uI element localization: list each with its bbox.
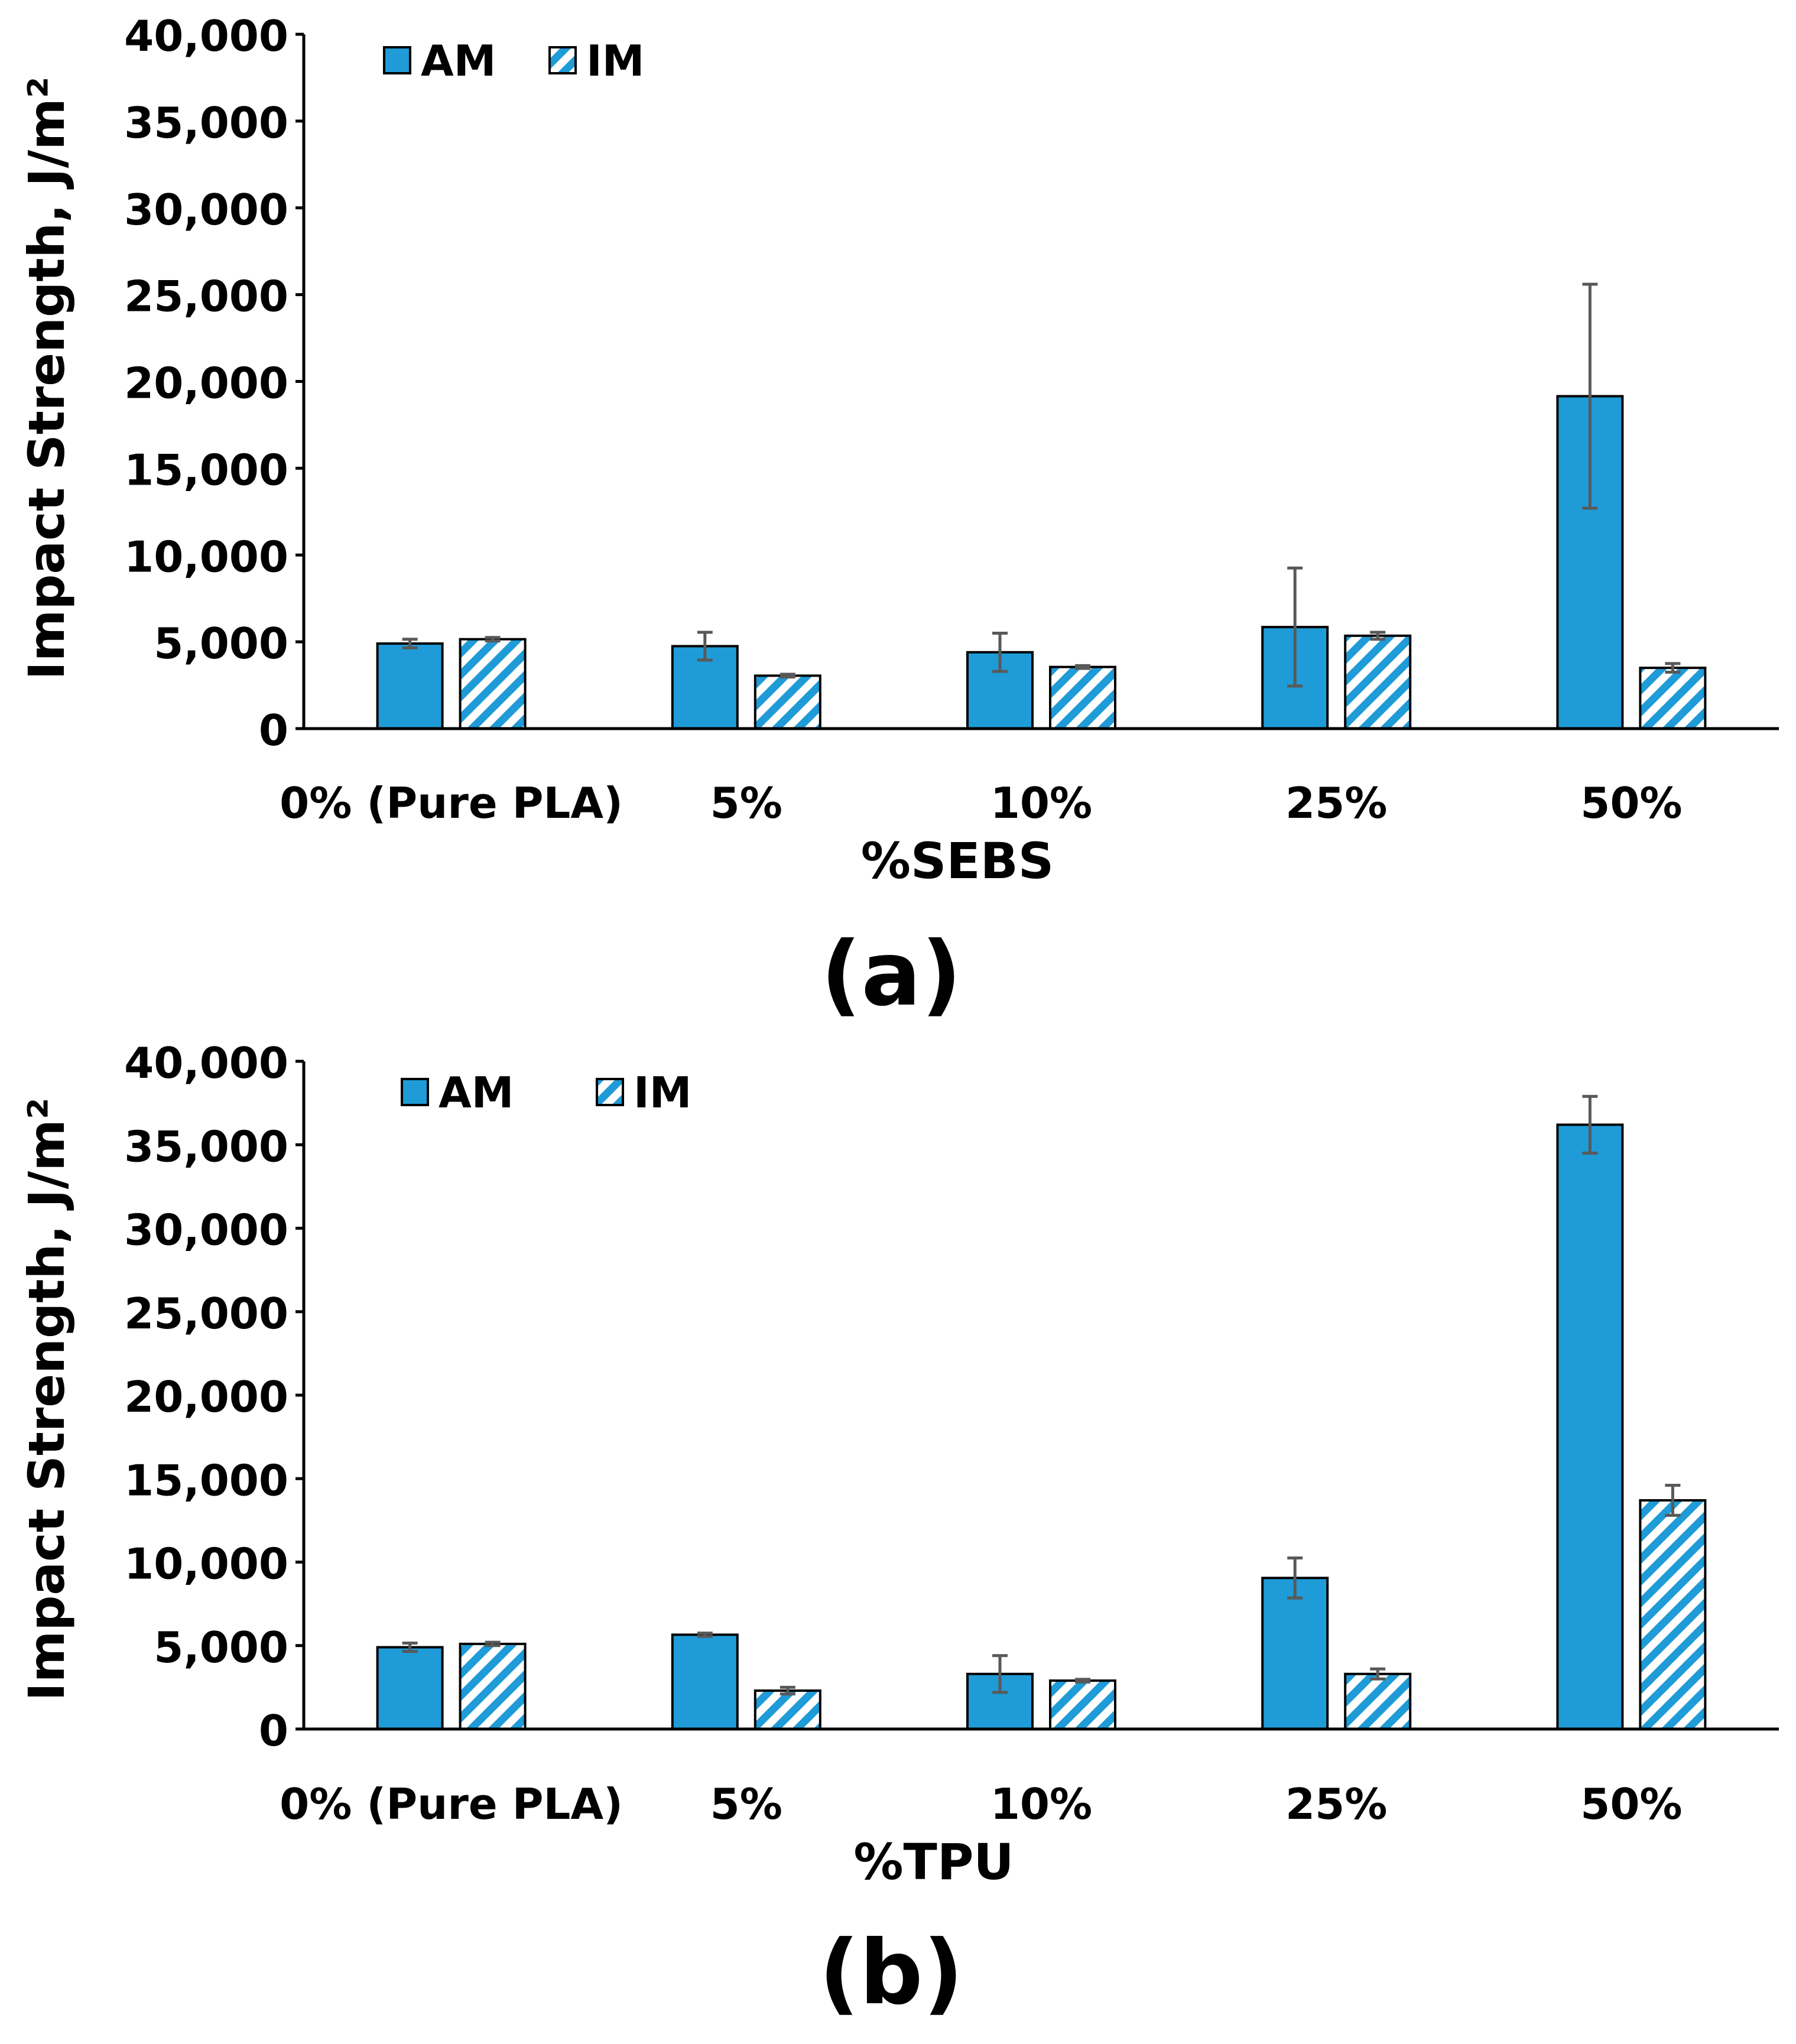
x-category-label: 10% — [990, 1779, 1092, 1829]
y-axis-title: Impact Strength, J/m² — [18, 1097, 76, 1701]
bar-am-0-pure-pla — [376, 642, 444, 730]
legend-swatch-am — [383, 46, 411, 74]
error-bar-im-25 — [1370, 1667, 1386, 1681]
error-bar-im-5 — [780, 1685, 795, 1696]
x-category-label: 0% (Pure PLA) — [280, 778, 623, 828]
error-bar-im-10 — [1075, 664, 1090, 670]
x-axis-title: %SEBS — [861, 832, 1054, 890]
panel-label-b: (b) — [819, 1922, 963, 2024]
error-bar-am-10 — [992, 631, 1008, 673]
y-axis-title: Impact Strength, J/m² — [18, 76, 76, 680]
y-tick-label: 0 — [259, 1706, 288, 1756]
y-tick-label: 35,000 — [124, 98, 288, 148]
bar-am-0-pure-pla — [376, 1646, 444, 1730]
error-bar-am-0-pure-pla — [402, 1642, 418, 1653]
x-category-labels: 0% (Pure PLA) 5% 10% 25% 50% — [280, 778, 1682, 828]
error-bar-im-50 — [1665, 662, 1681, 674]
error-bar-am-5 — [697, 631, 713, 662]
bar-im-50 — [1639, 667, 1707, 730]
y-tick-label: 10,000 — [124, 532, 288, 581]
bar-im-25 — [1344, 634, 1412, 730]
y-tick-label: 35,000 — [124, 1122, 288, 1171]
legend-swatch-am — [401, 1078, 429, 1106]
bars — [376, 1094, 1707, 1731]
y-tick-label: 25,000 — [124, 1289, 288, 1338]
x-category-label: 0% (Pure PLA) — [280, 1779, 623, 1829]
error-bar-am-25 — [1287, 566, 1303, 688]
x-category-label: 25% — [1285, 1779, 1387, 1829]
x-category-label: 10% — [990, 778, 1092, 828]
y-tick-label: 10,000 — [124, 1539, 288, 1589]
y-tick-labels: 0 5,000 10,000 15,000 20,000 25,000 30,000 35,0… — [124, 1038, 288, 1756]
legend-swatch-im — [548, 46, 577, 74]
legend: AM IM — [383, 36, 644, 86]
y-tick-label: 20,000 — [124, 1372, 288, 1422]
error-bar-im-0-pure-pla — [485, 636, 501, 643]
y-tick-label: 40,000 — [124, 11, 288, 61]
error-bar-im-10 — [1075, 1678, 1090, 1684]
y-tick-label: 15,000 — [124, 445, 288, 495]
axes — [295, 33, 1779, 730]
error-bar-am-25 — [1287, 1556, 1303, 1600]
bar-im-10 — [1049, 665, 1116, 730]
bar-im-0-pure-pla — [459, 638, 527, 730]
x-category-label: 5% — [710, 778, 782, 828]
error-bar-am-5 — [697, 1632, 713, 1638]
y-tick-label: 20,000 — [124, 359, 288, 408]
chart-panel-b: Impact Strength, J/m² 0 5,000 10,000 15,000… — [18, 1038, 1779, 2024]
y-tick-label: 15,000 — [124, 1455, 288, 1505]
error-bar-am-50 — [1582, 282, 1598, 510]
y-tick-label: 25,000 — [124, 272, 288, 321]
error-bar-im-0-pure-pla — [485, 1640, 501, 1647]
error-bar-im-50 — [1665, 1484, 1681, 1517]
y-tick-label: 0 — [259, 706, 288, 755]
x-category-labels: 0% (Pure PLA) 5% 10% 25% 50% — [280, 1779, 1682, 1829]
legend-label-im: IM — [634, 1068, 691, 1117]
y-tick-label: 5,000 — [154, 1623, 288, 1672]
error-bar-am-10 — [992, 1654, 1008, 1694]
x-category-label: 50% — [1580, 1779, 1682, 1829]
legend: AM IM — [401, 1068, 691, 1117]
panel-label-a: (a) — [821, 923, 962, 1026]
error-bar-im-25 — [1370, 631, 1386, 641]
y-tick-label: 5,000 — [154, 619, 288, 668]
y-tick-label: 30,000 — [124, 185, 288, 235]
bar-im-5 — [754, 1689, 821, 1730]
y-tick-label: 40,000 — [124, 1038, 288, 1088]
error-bar-am-0-pure-pla — [402, 638, 418, 649]
x-axis-title: %TPU — [853, 1833, 1014, 1891]
legend-label-am: AM — [439, 1068, 514, 1117]
bars — [376, 282, 1707, 730]
error-bar-am-50 — [1582, 1094, 1598, 1155]
bar-im-50 — [1639, 1499, 1707, 1731]
bar-im-25 — [1344, 1672, 1412, 1730]
bar-am-5 — [671, 1633, 739, 1730]
x-category-label: 50% — [1580, 778, 1682, 828]
legend-label-im: IM — [586, 36, 644, 86]
y-tick-label: 30,000 — [124, 1205, 288, 1255]
chart-panel-a: Impact Strength, J/m² 0 5,000 10,000 15,000… — [18, 11, 1779, 1026]
x-category-label: 25% — [1285, 778, 1387, 828]
bar-im-0-pure-pla — [459, 1642, 527, 1731]
bar-im-5 — [754, 674, 821, 730]
x-category-label: 5% — [710, 1779, 782, 1829]
bar-am-50 — [1556, 1123, 1624, 1730]
bar-im-10 — [1049, 1679, 1116, 1730]
error-bar-im-5 — [780, 672, 795, 679]
bar-am-25 — [1261, 1577, 1329, 1730]
axes — [295, 1060, 1779, 1731]
y-tick-labels: 0 5,000 10,000 15,000 20,000 25,000 30,000 35,0… — [124, 11, 288, 755]
legend-swatch-im — [596, 1078, 624, 1106]
legend-label-am: AM — [421, 36, 496, 86]
